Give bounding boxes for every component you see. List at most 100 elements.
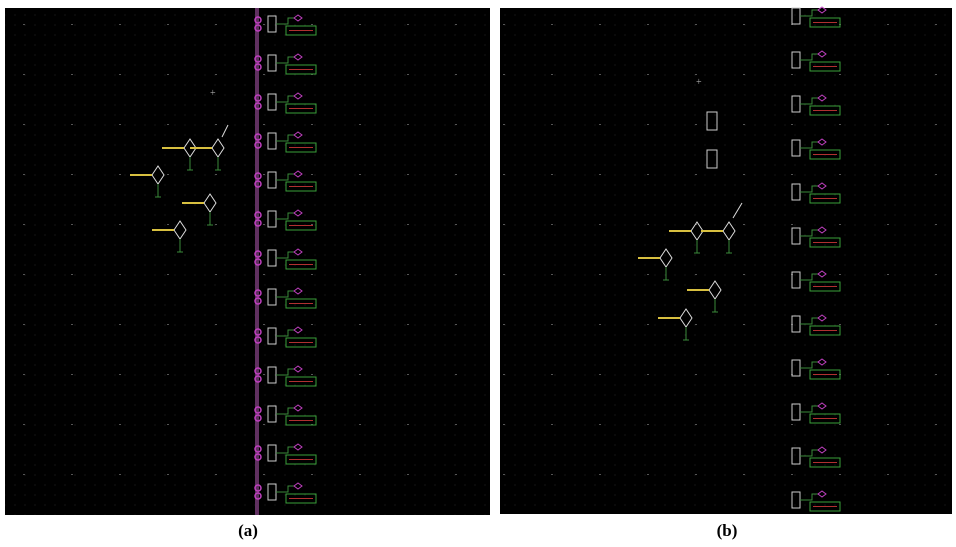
block <box>809 237 841 248</box>
pin <box>293 248 303 256</box>
port <box>254 16 262 24</box>
wire <box>276 368 294 376</box>
block <box>285 103 317 114</box>
block <box>809 61 841 72</box>
pin <box>293 131 303 139</box>
wire <box>276 95 294 103</box>
pin <box>817 402 827 410</box>
wire <box>800 405 818 413</box>
block <box>809 501 841 512</box>
grid-major <box>500 8 952 514</box>
port <box>254 250 262 258</box>
wire <box>276 407 294 415</box>
wire <box>276 212 294 220</box>
pin <box>293 326 303 334</box>
port <box>254 258 262 266</box>
wire <box>800 273 818 281</box>
port <box>254 406 262 414</box>
block <box>285 259 317 270</box>
wire <box>800 53 818 61</box>
port <box>254 219 262 227</box>
port <box>254 336 262 344</box>
pin <box>817 138 827 146</box>
pin <box>293 482 303 490</box>
wire <box>732 202 743 219</box>
pin <box>817 446 827 454</box>
component <box>706 111 718 131</box>
panel-label: (b) <box>717 521 738 540</box>
wire <box>276 485 294 493</box>
pin <box>817 182 827 190</box>
wire <box>221 124 229 138</box>
port <box>254 289 262 297</box>
block <box>285 454 317 465</box>
pin <box>817 6 827 14</box>
block <box>285 298 317 309</box>
panel-a: + <box>5 8 490 515</box>
pin <box>293 287 303 295</box>
port <box>254 63 262 71</box>
wire <box>800 361 818 369</box>
component <box>706 149 718 169</box>
block <box>809 457 841 468</box>
port <box>254 211 262 219</box>
wire <box>276 446 294 454</box>
marker: + <box>696 77 702 88</box>
schematic: + <box>638 6 841 512</box>
wire <box>276 56 294 64</box>
pin <box>817 490 827 498</box>
wire <box>276 134 294 142</box>
grid-major <box>5 8 490 515</box>
panel-b: + <box>500 6 952 514</box>
wire <box>276 290 294 298</box>
block <box>285 142 317 153</box>
wire <box>276 173 294 181</box>
wire <box>800 141 818 149</box>
wire <box>800 317 818 325</box>
port <box>254 492 262 500</box>
pin <box>817 50 827 58</box>
block <box>285 376 317 387</box>
pin <box>817 226 827 234</box>
pin <box>293 14 303 22</box>
pin <box>817 314 827 322</box>
pin <box>293 53 303 61</box>
block <box>809 413 841 424</box>
block <box>285 25 317 36</box>
port <box>254 102 262 110</box>
port <box>254 328 262 336</box>
wire <box>800 449 818 457</box>
block <box>809 193 841 204</box>
block <box>285 64 317 75</box>
wire <box>276 17 294 25</box>
port <box>254 133 262 141</box>
port <box>254 445 262 453</box>
port <box>254 453 262 461</box>
wire <box>800 9 818 17</box>
port <box>254 141 262 149</box>
block <box>809 149 841 160</box>
wire <box>800 97 818 105</box>
block <box>285 181 317 192</box>
port <box>254 414 262 422</box>
port <box>254 367 262 375</box>
port <box>254 55 262 63</box>
block <box>285 415 317 426</box>
pin <box>293 92 303 100</box>
pin <box>817 270 827 278</box>
wire <box>800 229 818 237</box>
pin <box>817 94 827 102</box>
block <box>809 281 841 292</box>
wire <box>276 251 294 259</box>
port <box>254 375 262 383</box>
pin <box>293 404 303 412</box>
block <box>809 369 841 380</box>
panel-label: (a) <box>238 521 258 540</box>
port <box>254 172 262 180</box>
block <box>285 220 317 231</box>
pin <box>293 170 303 178</box>
port <box>254 484 262 492</box>
block <box>809 325 841 336</box>
block <box>809 105 841 116</box>
